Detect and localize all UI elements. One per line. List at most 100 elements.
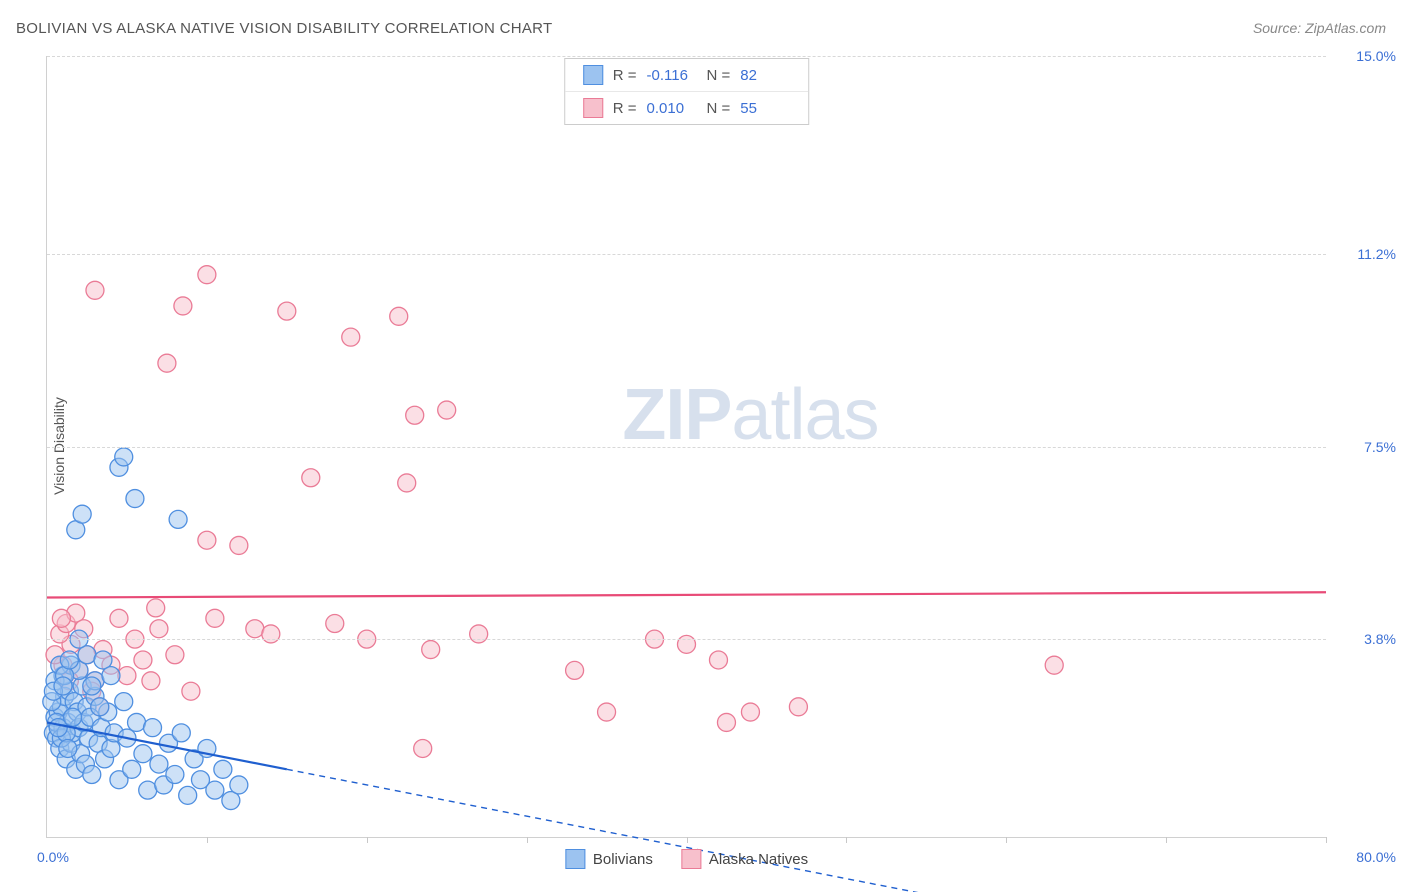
y-tick-label: 3.8% [1364,631,1396,647]
swatch-alaska-bottom [681,849,701,869]
scatter-point [118,667,136,685]
gridline [47,56,1326,57]
n-label: N = [707,67,731,84]
x-axis-max-label: 80.0% [1356,849,1396,865]
scatter-point [134,651,152,669]
scatter-point [54,677,72,695]
n-label: N = [707,100,731,117]
scatter-point [64,708,82,726]
x-tick [687,837,688,843]
scatter-point [262,625,280,643]
series-legend: Bolivians Alaska Natives [565,849,808,869]
scatter-point [139,781,157,799]
scatter-point [128,713,146,731]
scatter-point [182,682,200,700]
r-label: R = [613,100,637,117]
scatter-point [741,703,759,721]
scatter-point [342,328,360,346]
scatter-point [709,651,727,669]
swatch-bolivians-bottom [565,849,585,869]
legend-row-alaska: R = 0.010 N = 55 [565,91,809,124]
x-tick [1166,837,1167,843]
scatter-point [206,609,224,627]
legend-label-bolivians: Bolivians [593,851,653,868]
gridline [47,254,1326,255]
scatter-point [398,474,416,492]
x-axis-min-label: 0.0% [37,849,69,865]
scatter-point [206,781,224,799]
scatter-point [246,620,264,638]
scatter-point [115,693,133,711]
scatter-point [422,641,440,659]
scatter-point [169,510,187,528]
x-tick [367,837,368,843]
x-tick [1326,837,1327,843]
scatter-point [123,760,141,778]
scatter-point [198,266,216,284]
scatter-point [83,677,101,695]
scatter-point [134,745,152,763]
y-tick-label: 11.2% [1357,246,1396,262]
scatter-point [198,531,216,549]
r-label: R = [613,67,637,84]
scatter-point [166,646,184,664]
y-tick-label: 7.5% [1364,439,1396,455]
r-value-bolivians: -0.116 [647,67,697,84]
scatter-point [214,760,232,778]
scatter-point [60,651,78,669]
scatter-point [174,297,192,315]
legend-row-bolivians: R = -0.116 N = 82 [565,59,809,91]
scatter-point [406,406,424,424]
scatter-point [52,609,70,627]
scatter-point [438,401,456,419]
swatch-bolivians [583,65,603,85]
scatter-point [598,703,616,721]
scatter-point [144,719,162,737]
scatter-point [166,766,184,784]
scatter-point [230,536,248,554]
scatter-point [172,724,190,742]
scatter-point [678,635,696,653]
x-tick [1006,837,1007,843]
scatter-point [414,739,432,757]
n-value-alaska: 55 [740,100,790,117]
scatter-point [326,615,344,633]
correlation-legend: R = -0.116 N = 82 R = 0.010 N = 55 [564,58,810,125]
legend-item-alaska: Alaska Natives [681,849,808,869]
x-tick [207,837,208,843]
scatter-point [230,776,248,794]
scatter-point [158,354,176,372]
scatter-point [1045,656,1063,674]
swatch-alaska [583,98,603,118]
scatter-point [789,698,807,716]
scatter-point [73,505,91,523]
x-tick [846,837,847,843]
gridline [47,639,1326,640]
chart-title: BOLIVIAN VS ALASKA NATIVE VISION DISABIL… [16,20,553,37]
source-attribution: Source: ZipAtlas.com [1253,20,1386,36]
scatter-point [110,609,128,627]
scatter-point [390,307,408,325]
scatter-point [59,739,77,757]
legend-label-alaska: Alaska Natives [709,851,808,868]
scatter-point [91,698,109,716]
scatter-point [717,713,735,731]
chart-plot-area: ZIPatlas R = -0.116 N = 82 R = 0.010 N =… [46,56,1326,838]
trend-line-extrapolated [287,769,1326,892]
scatter-point [470,625,488,643]
x-tick [527,837,528,843]
scatter-point [566,661,584,679]
scatter-point [102,667,120,685]
r-value-alaska: 0.010 [647,100,697,117]
scatter-point [142,672,160,690]
trend-line [47,592,1326,597]
scatter-point [150,755,168,773]
gridline [47,447,1326,448]
scatter-point [102,739,120,757]
n-value-bolivians: 82 [740,67,790,84]
scatter-point [150,620,168,638]
scatter-point [278,302,296,320]
scatter-point [302,469,320,487]
scatter-point [147,599,165,617]
scatter-point [86,281,104,299]
